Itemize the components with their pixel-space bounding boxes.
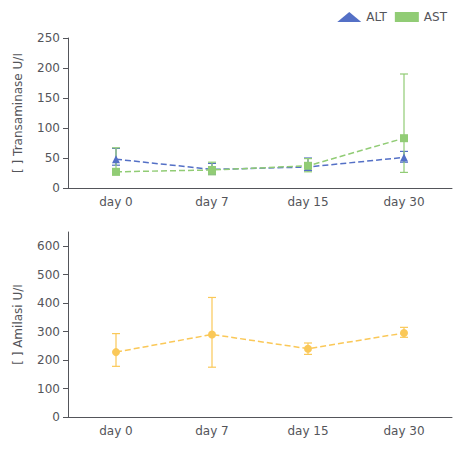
svg-text:300: 300 bbox=[37, 325, 60, 339]
svg-text:0: 0 bbox=[52, 181, 60, 195]
svg-text:100: 100 bbox=[37, 382, 60, 396]
svg-text:0: 0 bbox=[52, 410, 60, 424]
svg-text:[ ] Transaminase U/I: [ ] Transaminase U/I bbox=[11, 53, 25, 173]
svg-text:day 0: day 0 bbox=[99, 424, 133, 438]
svg-text:400: 400 bbox=[37, 296, 60, 310]
svg-text:[ ] Amilasi U/I: [ ] Amilasi U/I bbox=[11, 284, 25, 365]
svg-text:150: 150 bbox=[37, 91, 60, 105]
svg-text:day 15: day 15 bbox=[287, 195, 328, 209]
svg-text:ALT: ALT bbox=[366, 10, 387, 24]
svg-text:AST: AST bbox=[424, 10, 448, 24]
svg-text:day 0: day 0 bbox=[99, 195, 133, 209]
svg-text:500: 500 bbox=[37, 268, 60, 282]
svg-text:day 30: day 30 bbox=[383, 424, 424, 438]
svg-text:600: 600 bbox=[37, 239, 60, 253]
svg-text:day 7: day 7 bbox=[195, 424, 229, 438]
svg-text:200: 200 bbox=[37, 353, 60, 367]
svg-text:100: 100 bbox=[37, 121, 60, 135]
svg-text:200: 200 bbox=[37, 61, 60, 75]
svg-text:250: 250 bbox=[37, 31, 60, 45]
svg-text:day 30: day 30 bbox=[383, 195, 424, 209]
svg-text:day 7: day 7 bbox=[195, 195, 229, 209]
svg-text:50: 50 bbox=[45, 151, 60, 165]
svg-text:day 15: day 15 bbox=[287, 424, 328, 438]
